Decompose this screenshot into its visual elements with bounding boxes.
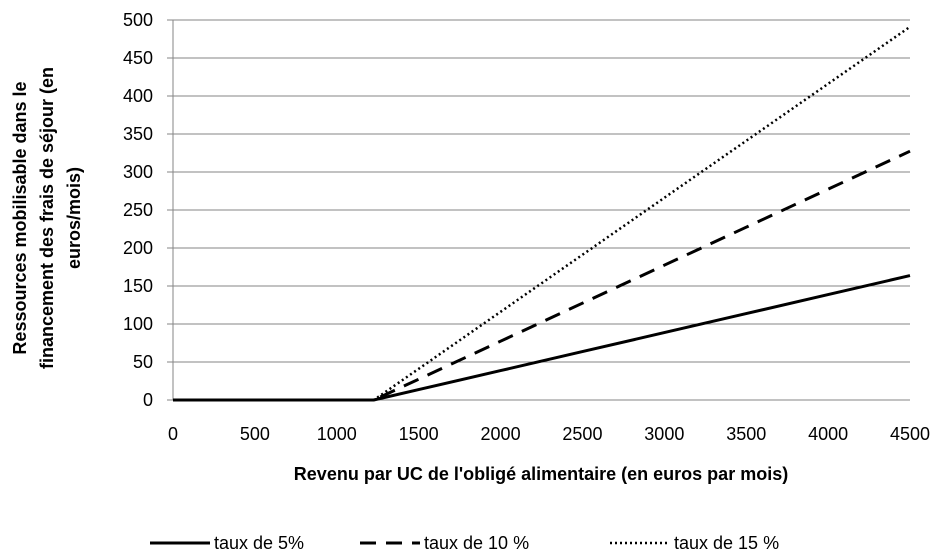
x-tick-label: 2500: [562, 424, 602, 444]
y-tick-label: 350: [123, 124, 153, 144]
x-tick-label: 1000: [317, 424, 357, 444]
y-tick-label: 250: [123, 200, 153, 220]
legend-label-1: taux de 5%: [214, 533, 304, 553]
series-line-3: [173, 25, 911, 402]
x-tick-label: 3500: [726, 424, 766, 444]
legend-label-2: taux de 10 %: [424, 533, 529, 553]
gridlines: [173, 19, 910, 363]
y-tick-label: 450: [123, 48, 153, 68]
y-axis-title-line-2: financement des frais de séjour (en: [37, 67, 57, 369]
y-tick-label: 50: [133, 352, 153, 372]
x-tick-label: 1500: [399, 424, 439, 444]
x-tick-label: 3000: [644, 424, 684, 444]
y-axis-title: Ressources mobilisable dans le financeme…: [10, 67, 84, 369]
series-line-2: [173, 149, 911, 402]
x-tick-label: 4500: [890, 424, 930, 444]
y-axis-title-line-1: Ressources mobilisable dans le: [10, 81, 30, 354]
x-tick-label: 4000: [808, 424, 848, 444]
y-tick-label: 300: [123, 162, 153, 182]
x-axis-title: Revenu par UC de l'obligé alimentaire (e…: [294, 464, 788, 484]
y-tick-label: 150: [123, 276, 153, 296]
y-axis-title-line-3: euros/mois): [64, 167, 84, 269]
x-tick-label: 2000: [481, 424, 521, 444]
x-tick-labels: 0 500 1000 1500 2000 2500 3000 3500 4000 4500: [168, 424, 930, 444]
y-tick-label: 400: [123, 86, 153, 106]
y-tick-label: 500: [123, 10, 153, 30]
legend-label-3: taux de 15 %: [674, 533, 779, 553]
y-tick-label: 0: [143, 390, 153, 410]
legend: taux de 5% taux de 10 % taux de 15 %: [150, 533, 779, 553]
y-tick-label: 100: [123, 314, 153, 334]
x-tick-label: 0: [168, 424, 178, 444]
x-tick-label: 500: [240, 424, 270, 444]
y-tick-label: 200: [123, 238, 153, 258]
series-line-1: [173, 274, 911, 402]
series-lines: [173, 25, 911, 402]
y-tick-labels: 0 50 100 150 200 250 300 350 400 450 500: [123, 10, 153, 410]
